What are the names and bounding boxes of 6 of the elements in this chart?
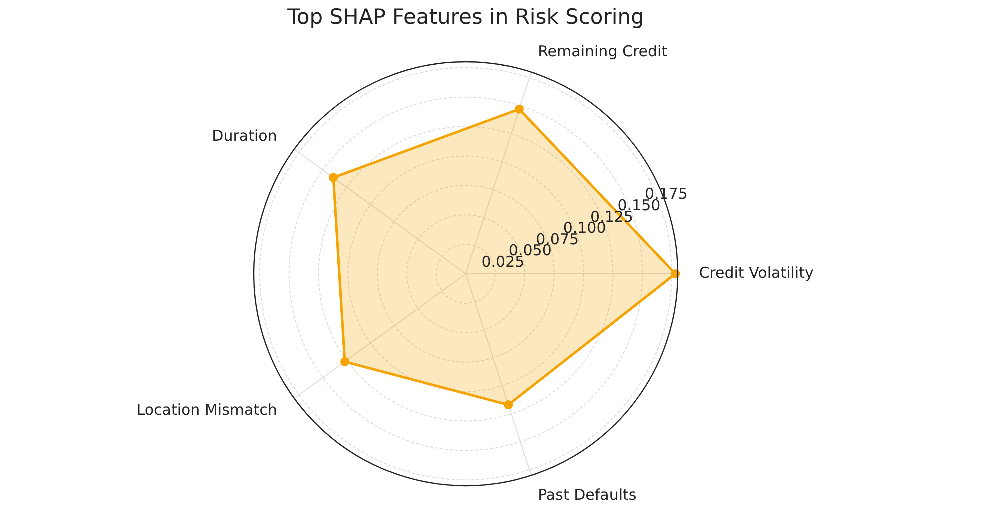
spoke-label: Past Defaults [538,486,637,504]
spoke-label: Credit Volatility [699,264,814,282]
spoke-label: Remaining Credit [538,42,668,60]
spoke-label: Location Mismatch [136,401,278,420]
spoke-label: Duration [212,127,278,146]
chart-title: Top SHAP Features in Risk Scoring [286,5,644,29]
